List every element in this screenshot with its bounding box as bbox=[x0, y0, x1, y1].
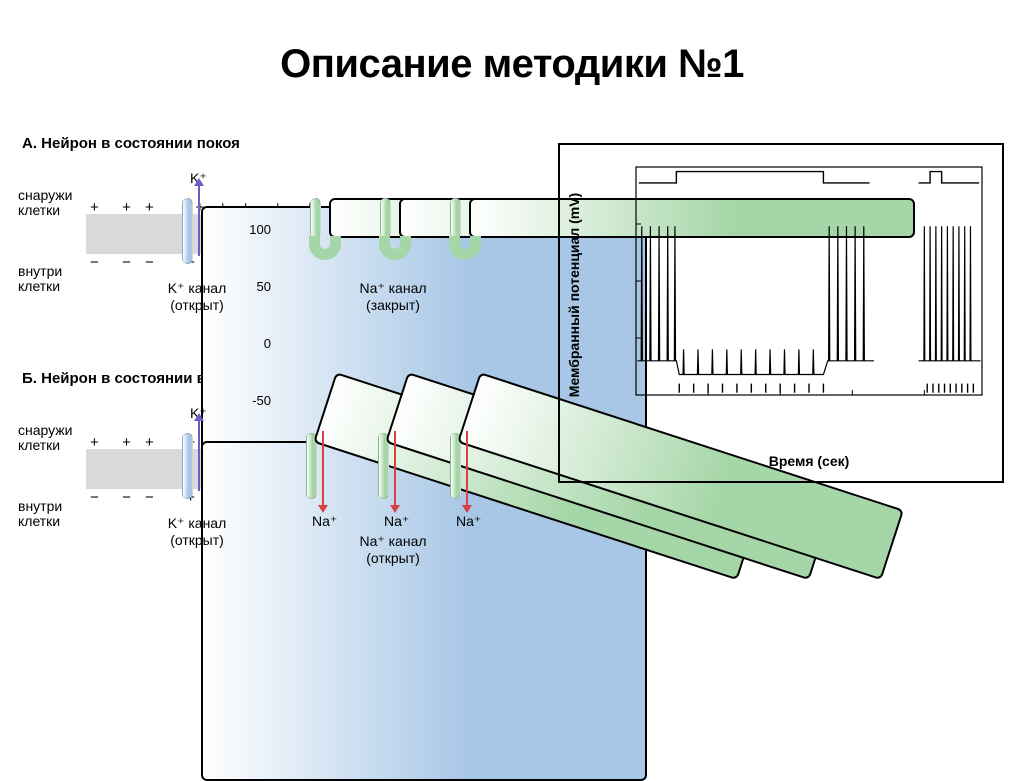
k-channel: -100-500501000.00.51.01.52.0светсвет10 H… bbox=[180, 198, 214, 272]
na-channel-open bbox=[304, 433, 338, 507]
na-channel-closed bbox=[378, 198, 412, 272]
plot-area bbox=[632, 163, 986, 413]
outside-label: снаружи клетки bbox=[18, 423, 73, 454]
y-tick-label: 0 bbox=[239, 336, 271, 351]
membrane-potential-chart: Мембранный потенциал (mV) Время (сек) bbox=[558, 143, 1004, 483]
k-channel bbox=[180, 433, 214, 507]
k-channel-label: K⁺ канал (открыт) bbox=[152, 515, 242, 549]
na-ion-label: Na⁺ bbox=[456, 513, 481, 530]
chart-svg bbox=[632, 163, 986, 413]
y-tick-label: 50 bbox=[239, 279, 271, 294]
y-axis-title: Мембранный потенциал (mV) bbox=[566, 185, 582, 405]
inside-label: внутри клетки bbox=[18, 499, 62, 530]
na-channel-closed bbox=[448, 198, 482, 272]
na-ion-label: Na⁺ bbox=[384, 513, 409, 530]
k-channel-label: K⁺ канал (открыт) bbox=[152, 280, 242, 314]
na-channel-label: Na⁺ канал (открыт) bbox=[348, 533, 438, 567]
na-channel-closed bbox=[308, 198, 342, 272]
outside-label: снаружи клетки bbox=[18, 188, 73, 219]
na-arrow-icon bbox=[394, 431, 396, 507]
y-tick-label: 100 bbox=[239, 222, 271, 237]
membrane-diagrams: А. Нейрон в состоянии покоя снаружи клет… bbox=[18, 135, 543, 605]
na-channel-open bbox=[448, 433, 482, 507]
x-axis-title: Время (сек) bbox=[632, 453, 986, 469]
na-arrow-icon bbox=[322, 431, 324, 507]
page-title: Описание методики №1 bbox=[0, 0, 1024, 87]
panel-b-diagram: снаружи клетки внутри клетки + + + − − −… bbox=[18, 395, 518, 565]
na-channel-open bbox=[376, 433, 410, 507]
na-channel-label: Na⁺ канал (закрыт) bbox=[348, 280, 438, 314]
inside-label: внутри клетки bbox=[18, 264, 62, 295]
na-arrow-icon bbox=[466, 431, 468, 507]
na-ion-label: Na⁺ bbox=[312, 513, 337, 530]
panel-a-diagram: снаружи клетки внутри клетки + + + + + +… bbox=[18, 160, 518, 330]
panel-a-heading: А. Нейрон в состоянии покоя bbox=[22, 135, 543, 152]
content-area: А. Нейрон в состоянии покоя снаружи клет… bbox=[0, 135, 1024, 735]
